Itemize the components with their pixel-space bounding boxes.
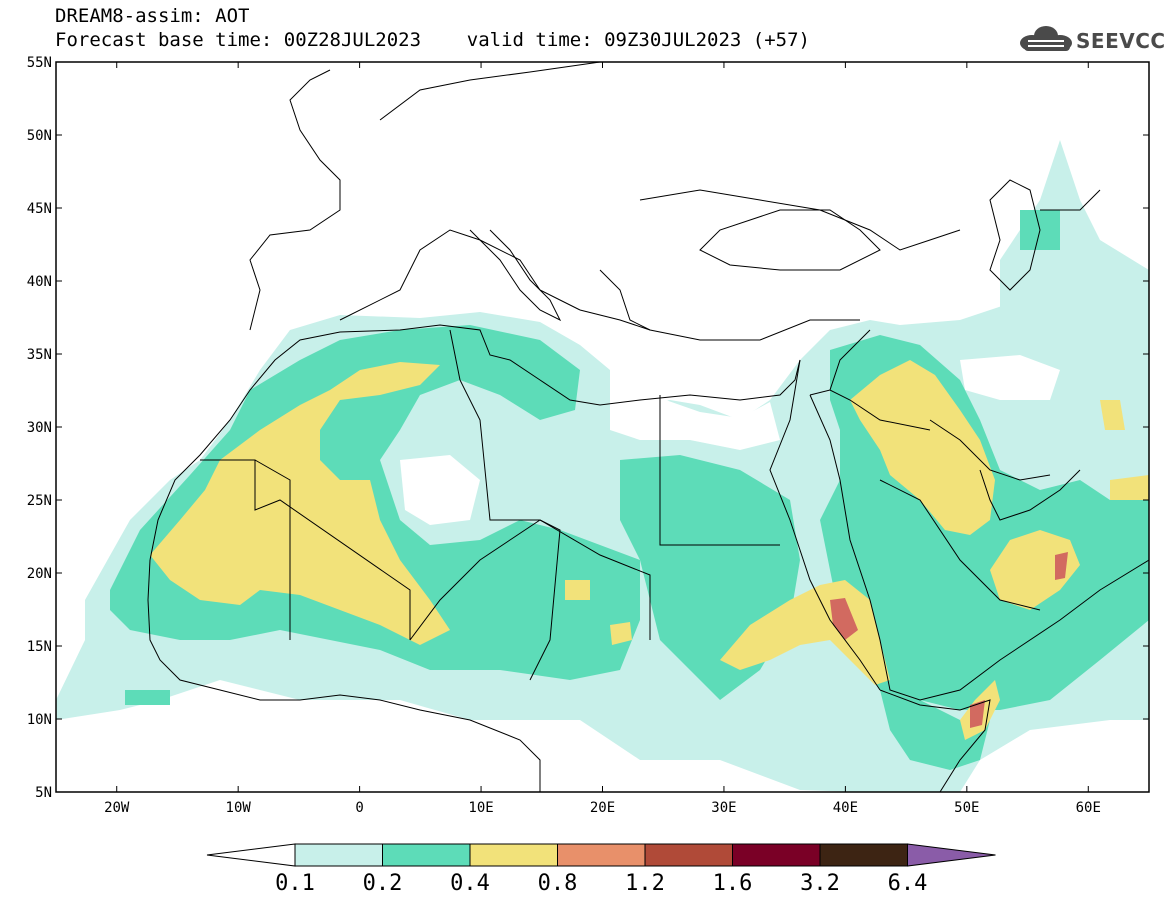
colorbar-segment xyxy=(732,843,821,867)
colorbar-label: 0.2 xyxy=(363,871,403,896)
lat-tick-label: 20N xyxy=(27,566,52,582)
lat-tick-label: 50N xyxy=(27,128,52,144)
colorbar-under-arrow xyxy=(206,843,296,867)
colorbar-label: 3.2 xyxy=(800,871,840,896)
lat-tick-label: 55N xyxy=(27,55,52,71)
colorbar-segment xyxy=(644,843,733,867)
colorbar-segment xyxy=(294,843,383,867)
colorbar-label: 0.1 xyxy=(275,871,315,896)
lon-tick-label: 60E xyxy=(1076,800,1101,816)
lon-tick-label: 40E xyxy=(833,800,858,816)
longitude-axis: 20W 10W 0 10E 20E 30E 40E 50E 60E xyxy=(104,62,1101,816)
colorbar-segment xyxy=(469,843,558,867)
forecast-time-subtitle: Forecast base time: 00Z28JUL2023 valid t… xyxy=(55,29,810,51)
coastlines xyxy=(147,62,1149,792)
latitude-axis: 55N 50N 45N 40N 35N 30N 25N 20N 15N 10N 5N xyxy=(27,55,1149,801)
logo-text: SEEVCCC xyxy=(1076,29,1165,53)
lon-tick-label: 0 xyxy=(355,800,363,816)
map-title: DREAM8-assim: AOT xyxy=(55,5,250,27)
colorbar-segment xyxy=(819,843,908,867)
lon-tick-label: 50E xyxy=(954,800,979,816)
colorbar: 0.1 0.2 0.4 0.8 1.2 1.6 3.2 6.4 xyxy=(206,843,996,896)
lat-tick-label: 5N xyxy=(35,785,52,801)
cloud-icon xyxy=(1020,26,1072,51)
lon-tick-label: 20E xyxy=(590,800,615,816)
lon-tick-label: 10E xyxy=(468,800,493,816)
lat-tick-label: 35N xyxy=(27,347,52,363)
aot-low-gaps xyxy=(400,355,1060,525)
lat-tick-label: 40N xyxy=(27,274,52,290)
lat-tick-label: 45N xyxy=(27,201,52,217)
lon-tick-label: 20W xyxy=(104,800,130,816)
colorbar-label: 1.2 xyxy=(625,871,665,896)
colorbar-label: 6.4 xyxy=(888,871,928,896)
colorbar-segment xyxy=(382,843,471,867)
lon-tick-label: 10W xyxy=(226,800,252,816)
colorbar-label: 0.4 xyxy=(450,871,490,896)
lat-tick-label: 25N xyxy=(27,493,52,509)
lat-tick-label: 30N xyxy=(27,420,52,436)
lon-tick-label: 30E xyxy=(711,800,736,816)
colorbar-segment xyxy=(557,843,646,867)
lat-tick-label: 15N xyxy=(27,639,52,655)
colorbar-label: 1.6 xyxy=(713,871,753,896)
colorbar-over-arrow xyxy=(907,843,996,867)
colorbar-label: 0.8 xyxy=(538,871,578,896)
lat-tick-label: 10N xyxy=(27,712,52,728)
